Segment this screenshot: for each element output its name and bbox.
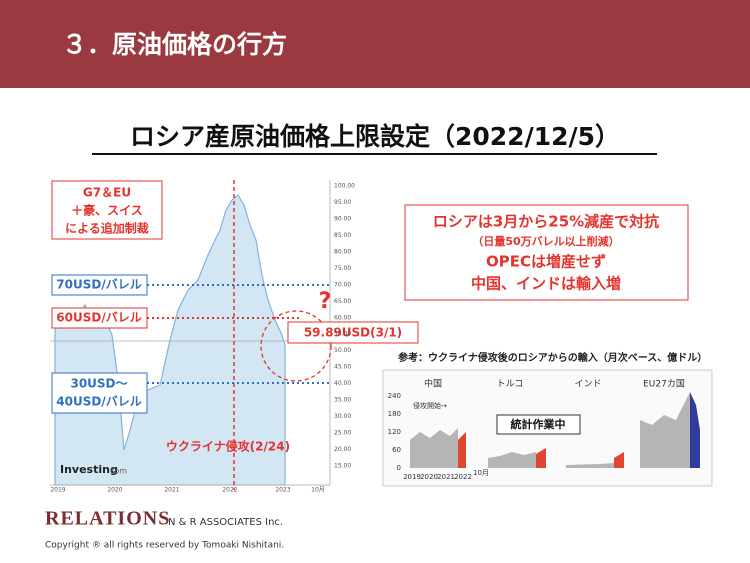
status-box bbox=[496, 414, 581, 435]
note-line: OPECは増産せず bbox=[486, 253, 606, 271]
china-area bbox=[410, 428, 458, 468]
x-tick-label: 2020 bbox=[107, 487, 122, 494]
inset-x-tick-label: 2019 bbox=[403, 473, 421, 481]
x-tick-label: 2022 bbox=[222, 487, 237, 494]
level-60-label: 60USD/バレル bbox=[56, 311, 141, 325]
inset-x-tick-label: 2021 bbox=[437, 473, 455, 481]
panel-title: トルコ bbox=[497, 380, 524, 390]
level-30-40-label: 30USD～ bbox=[70, 377, 127, 391]
eu-area bbox=[640, 392, 690, 468]
note-box bbox=[404, 204, 689, 301]
eu-post-invasion bbox=[690, 392, 700, 468]
x-tick-label: 2019 bbox=[50, 487, 65, 494]
company: N & R ASSOCIATES Inc. bbox=[168, 517, 283, 528]
copyright: Copyright ® all rights reserved by Tomoa… bbox=[45, 541, 284, 551]
sanctions-line: G7＆EU bbox=[83, 186, 131, 200]
inset-x-tick-label: 2022 bbox=[454, 473, 472, 481]
x-tick-label: 2023 bbox=[275, 487, 290, 494]
level-60-box bbox=[51, 307, 148, 329]
question-mark: ? bbox=[319, 289, 332, 314]
y-tick-label: 75.00 bbox=[334, 265, 351, 272]
y-tick-label: 70.00 bbox=[334, 281, 351, 288]
marker-label: 侵攻開始→ bbox=[413, 401, 447, 410]
note-line: （日量50万バレル以上削減） bbox=[472, 234, 619, 248]
inset-y-tick-label: 60 bbox=[392, 446, 401, 454]
source-logo: Investing bbox=[60, 463, 118, 476]
status-label: 統計作業中 bbox=[511, 417, 566, 431]
x-tick-label: 10月 bbox=[311, 487, 325, 494]
source-logo-suffix: com bbox=[110, 467, 127, 476]
y-tick-label: 20.00 bbox=[334, 446, 351, 453]
y-tick-label: 90.00 bbox=[334, 215, 351, 222]
y-tick-label: 95.00 bbox=[334, 199, 351, 206]
current-price-box bbox=[287, 321, 419, 344]
sanctions-line: ＋豪、スイス bbox=[71, 203, 143, 218]
level-70-box bbox=[51, 274, 148, 296]
x-tick-label: 2021 bbox=[164, 487, 179, 494]
y-tick-label: 100.00 bbox=[334, 183, 355, 190]
note-line: ロシアは3月から25%減産で対抗 bbox=[433, 213, 659, 231]
header-band bbox=[0, 0, 750, 88]
panel-title: インド bbox=[574, 380, 601, 390]
subtitle: ロシア産原油価格上限設定（2022/12/5） bbox=[130, 122, 620, 151]
india-area bbox=[566, 463, 614, 468]
level-30-40-box bbox=[51, 372, 148, 414]
y-tick-label: 35.00 bbox=[334, 397, 351, 404]
sanctions-line: による追加制裁 bbox=[65, 221, 149, 236]
turkey-post-invasion bbox=[536, 448, 546, 468]
invasion-label: ウクライナ侵攻(2/24) bbox=[166, 439, 290, 454]
level-30-40-label: 40USD/バレル bbox=[56, 395, 141, 409]
turkey-area bbox=[488, 452, 536, 468]
y-tick-label: 30.00 bbox=[334, 413, 351, 420]
inset-charts bbox=[410, 392, 700, 468]
panel-title: 中国 bbox=[424, 378, 442, 390]
y-tick-label: 85.00 bbox=[334, 232, 351, 239]
china-post-invasion bbox=[458, 432, 466, 468]
y-tick-label: 45.00 bbox=[334, 364, 351, 371]
y-tick-label: 25.00 bbox=[334, 430, 351, 437]
y-tick-label: 50.00 bbox=[334, 347, 351, 354]
y-tick-label: 65.00 bbox=[334, 298, 351, 305]
y-tick-label: 55.00 bbox=[334, 331, 351, 338]
inset-caption: 参考：ウクライナ侵攻後のロシアからの輸入（月次ベース、億ドル） bbox=[398, 351, 707, 364]
x-end-label: 10月 bbox=[473, 469, 489, 477]
header-title: ３．原油価格の行方 bbox=[62, 30, 287, 59]
inset-x-tick-label: 2020 bbox=[420, 473, 438, 481]
y-tick-label: 80.00 bbox=[334, 248, 351, 255]
level-70-label: 70USD/バレル bbox=[56, 278, 141, 292]
y-tick-label: 40.00 bbox=[334, 380, 351, 387]
y-tick-label: 60.00 bbox=[334, 314, 351, 321]
inset-y-tick-label: 180 bbox=[388, 410, 401, 418]
india-post-invasion bbox=[614, 452, 624, 468]
current-price-label: 59.89USD(3/1) bbox=[304, 326, 402, 340]
brand: RELATIONS bbox=[45, 508, 170, 530]
note-line: 中国、インドは輸入増 bbox=[471, 275, 621, 293]
sanctions-box bbox=[51, 180, 163, 240]
inset-y-tick-label: 240 bbox=[388, 392, 401, 400]
inset-y-tick-label: 120 bbox=[388, 428, 401, 436]
inset-y-tick-label: 0 bbox=[397, 464, 401, 472]
highlight-circle bbox=[260, 310, 332, 382]
panel-title: EU27カ国 bbox=[643, 379, 685, 390]
y-tick-label: 15.00 bbox=[334, 463, 351, 470]
